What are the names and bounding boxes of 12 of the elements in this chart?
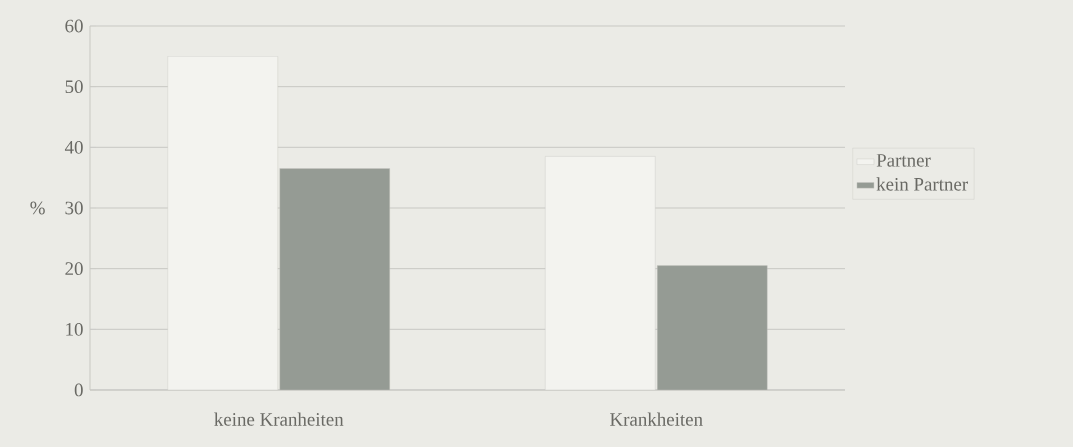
- y-tick-label: 50: [65, 80, 83, 94]
- x-tick-label: keine Kranheiten: [214, 412, 344, 426]
- y-tick-label: 40: [64, 140, 83, 154]
- y-tick-label: 20: [65, 262, 83, 276]
- y-tick-label: 10: [66, 322, 83, 336]
- y-tick-label: 30: [65, 201, 83, 215]
- x-tick-label: Krankheiten: [610, 412, 703, 426]
- y-tick-label: 0: [74, 383, 83, 397]
- y-axis-title: %: [30, 201, 45, 215]
- legend-label: Partner: [876, 154, 931, 167]
- y-tick-label: 60: [65, 19, 83, 33]
- legend-label: kein Partner: [876, 177, 968, 191]
